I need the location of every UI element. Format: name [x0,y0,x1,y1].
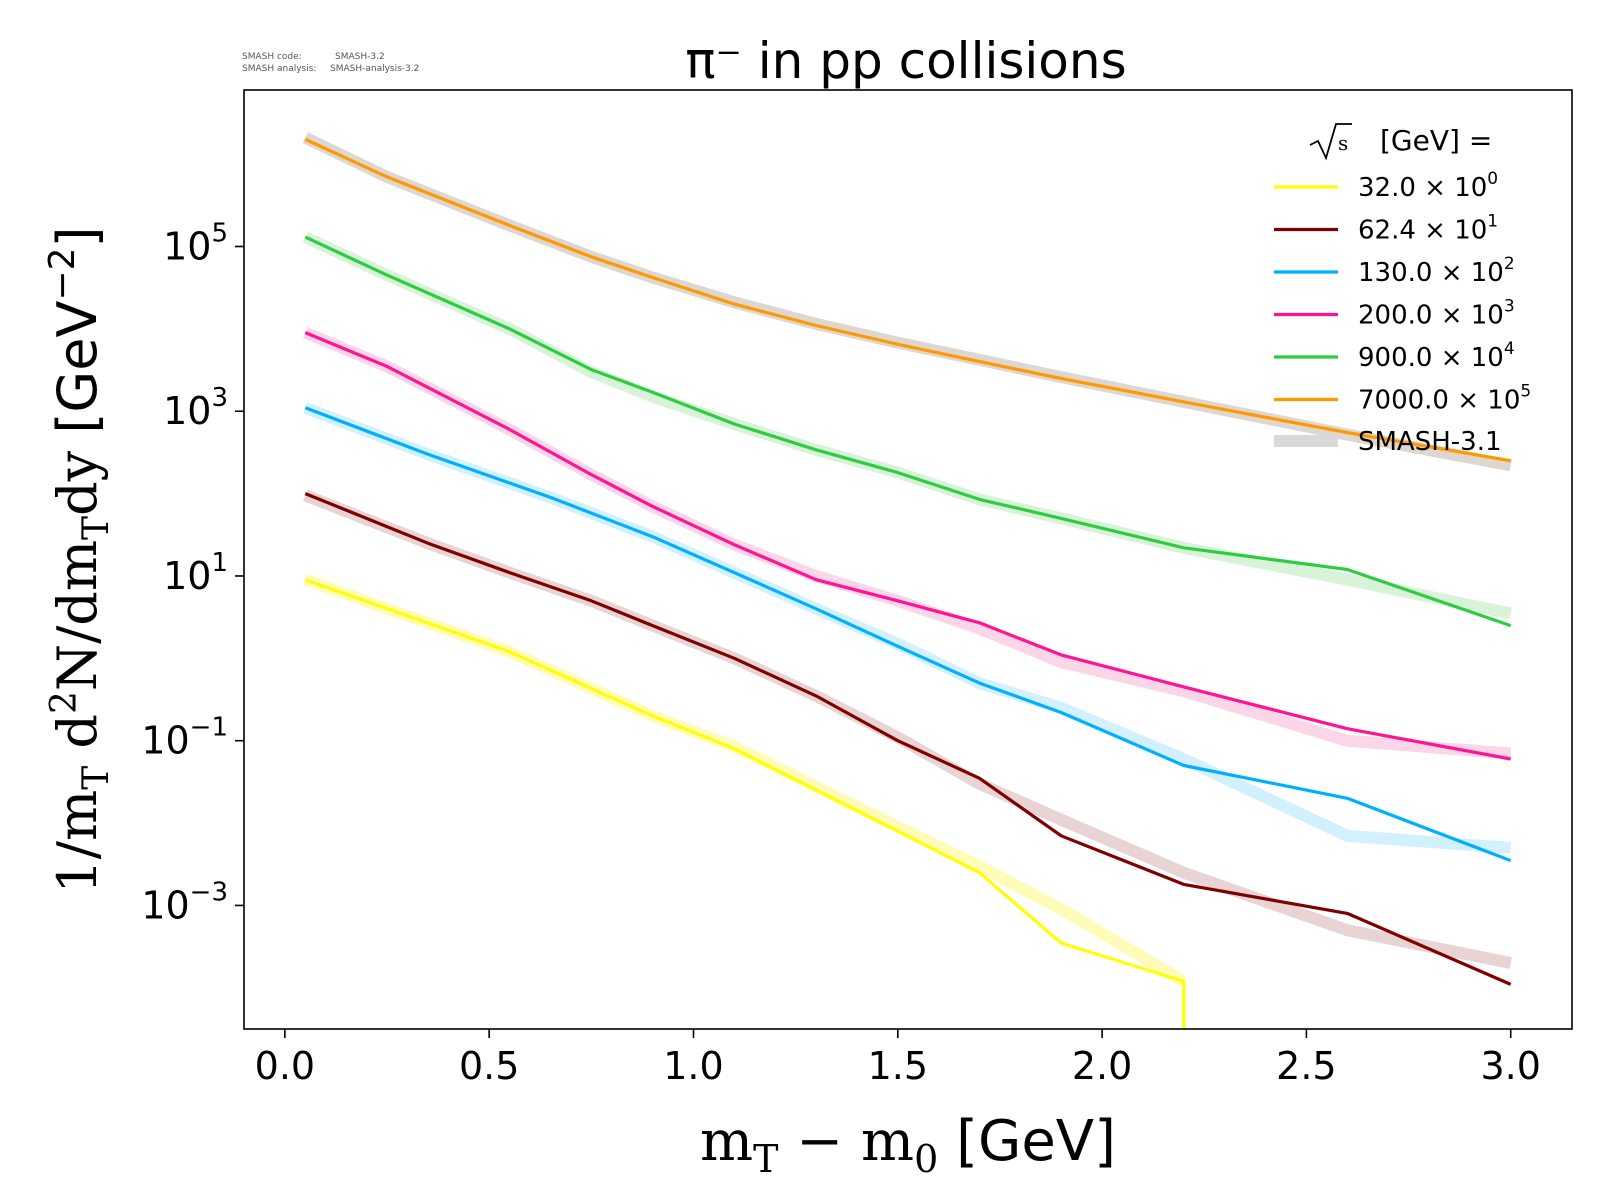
legend-value-4: 900.0 [1358,343,1432,373]
x-axis-label: mT − m0 [GeV] [700,1109,1116,1181]
meta-info: SMASH code: SMASH-3.2 SMASH analysis: SM… [242,52,419,74]
legend-label-1: 62.4 × 101 [1358,212,1498,246]
ylabel-part1: 1/m [46,790,109,894]
meta-analysis-label: SMASH analysis: [242,64,316,74]
x-tick-label-5: 2.5 [1276,1044,1336,1088]
legend-label-0: 32.0 × 100 [1358,169,1498,203]
y-tick-exp-2: 1 [211,548,228,578]
reference-line-0 [303,574,1187,987]
y-tick-exp-0: 5 [211,219,228,249]
meta-code-value: SMASH-3.2 [335,52,385,62]
y-tick-base-2: 10 [163,554,211,598]
legend-times-3: × 10 [1432,301,1503,331]
x-tick-label-3: 1.5 [868,1044,928,1088]
legend-title-text: [GeV] = [1380,124,1492,157]
reference-series-group [302,132,1512,987]
series-line-2 [304,406,1512,863]
plot-frame [243,89,1573,1030]
legend-label-3: 200.0 × 103 [1358,297,1515,331]
xlabel-mid: − m [779,1109,915,1174]
x-tick-label-1: 0.5 [459,1044,519,1088]
y-tick-base-4: 10 [141,883,189,927]
legend-times-0: × 10 [1416,173,1487,203]
x-tick-label-0: 0.0 [255,1044,315,1088]
xlabel-sub1: T [753,1137,778,1181]
meta-code-label: SMASH code: [242,52,302,62]
y-tick-base-0: 10 [163,225,211,269]
x-tick-label-2: 1.0 [663,1044,723,1088]
ylabel-sub2: T [76,516,117,540]
legend-title-symbol: s [1338,131,1348,155]
xlabel-main: m [700,1109,753,1174]
legend-exp-0: 0 [1487,169,1498,189]
y-tick-exp-4: −3 [190,877,228,907]
ylabel-part2: d [46,714,109,766]
ylabel-part4: dy [46,450,109,516]
y-tick-label-0: 105 [163,219,228,269]
series-line-0 [304,578,1186,1029]
y-tick-label-2: 101 [163,548,228,598]
legend-title: s [GeV] = [1309,123,1492,161]
legend-exp-4: 4 [1504,339,1515,359]
legend-label-5: 7000.0 × 105 [1358,382,1531,416]
legend-times-2: × 10 [1432,258,1503,288]
y-tick-exp-3: −1 [190,713,228,743]
legend-exp-2: 2 [1504,254,1515,274]
meta-analysis-value: SMASH-analysis-3.2 [330,64,419,74]
x-tick-label-6: 3.0 [1480,1044,1540,1088]
legend-value-0: 32.0 [1358,173,1416,203]
x-axis-ticks: 0.0 0.5 1.0 1.5 2.0 2.5 3.0 [255,1029,1541,1088]
y-tick-exp-1: 3 [211,383,228,413]
series-line-4 [304,235,1512,628]
x-tick-label-4: 2.0 [1072,1044,1132,1088]
sqrt-symbol-icon [1309,123,1352,161]
ylabel-sub1: T [76,766,117,790]
ylabel-part3: N/dm [46,540,109,691]
y-tick-base-3: 10 [141,719,189,763]
legend-label-4: 900.0 × 104 [1358,339,1515,373]
reference-line-3 [303,327,1512,760]
ylabel-sup1: 2 [44,691,85,714]
y-tick-label-4: 10−3 [141,877,228,927]
xlabel-unit: [GeV] [938,1109,1116,1174]
legend-times-1: × 10 [1416,216,1487,246]
series-line-1 [304,492,1512,986]
legend-value-1: 62.4 [1358,216,1416,246]
legend-value-5: 7000.0 [1358,386,1449,416]
legend-label-2: 130.0 × 102 [1358,254,1515,288]
y-tick-label-3: 10−1 [141,713,228,763]
legend-exp-1: 1 [1487,212,1498,232]
series-line-3 [304,331,1511,761]
y-axis-label: 1/mT d2N/dmTdy [GeV−2] [42,226,117,893]
ylabel-unit-close: ] [46,226,109,247]
chart-title: π⁻ in pp collisions [685,32,1126,90]
y-tick-base-1: 10 [163,389,211,433]
legend-times-4: × 10 [1432,343,1503,373]
legend-value-2: 130.0 [1358,258,1432,288]
legend-exp-5: 5 [1520,382,1531,402]
legend-times-5: × 10 [1449,386,1520,416]
ylabel-unit-sup: −2 [42,248,83,301]
y-tick-label-1: 103 [163,383,228,433]
series-line-5 [304,137,1511,463]
data-series-group [304,137,1512,1029]
legend-value-3: 200.0 [1358,301,1432,331]
ylabel-unit-open: [GeV [46,301,109,451]
legend-entry-reference: SMASH-3.1 [1274,427,1502,457]
xlabel-sub2: 0 [914,1137,938,1181]
legend-label-reference: SMASH-3.1 [1358,427,1502,457]
legend-exp-3: 3 [1504,297,1515,317]
